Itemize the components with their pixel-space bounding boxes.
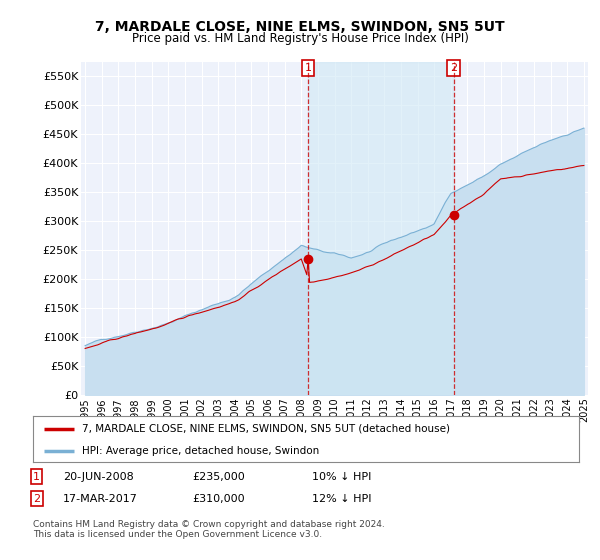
Text: 1: 1 [33,472,40,482]
Text: £235,000: £235,000 [192,472,245,482]
Text: 2: 2 [450,63,457,73]
Text: 12% ↓ HPI: 12% ↓ HPI [312,494,371,504]
Text: 7, MARDALE CLOSE, NINE ELMS, SWINDON, SN5 5UT: 7, MARDALE CLOSE, NINE ELMS, SWINDON, SN… [95,20,505,34]
Text: HPI: Average price, detached house, Swindon: HPI: Average price, detached house, Swin… [82,446,319,455]
Bar [308,62,454,395]
Text: 17-MAR-2017: 17-MAR-2017 [63,494,138,504]
Text: 10% ↓ HPI: 10% ↓ HPI [312,472,371,482]
Text: Contains HM Land Registry data © Crown copyright and database right 2024.
This d: Contains HM Land Registry data © Crown c… [33,520,385,539]
Text: Price paid vs. HM Land Registry's House Price Index (HPI): Price paid vs. HM Land Registry's House … [131,32,469,45]
Text: 1: 1 [305,63,311,73]
Text: 2: 2 [33,494,40,504]
Text: 7, MARDALE CLOSE, NINE ELMS, SWINDON, SN5 5UT (detached house): 7, MARDALE CLOSE, NINE ELMS, SWINDON, SN… [82,424,450,434]
Text: £310,000: £310,000 [192,494,245,504]
Text: 20-JUN-2008: 20-JUN-2008 [63,472,134,482]
